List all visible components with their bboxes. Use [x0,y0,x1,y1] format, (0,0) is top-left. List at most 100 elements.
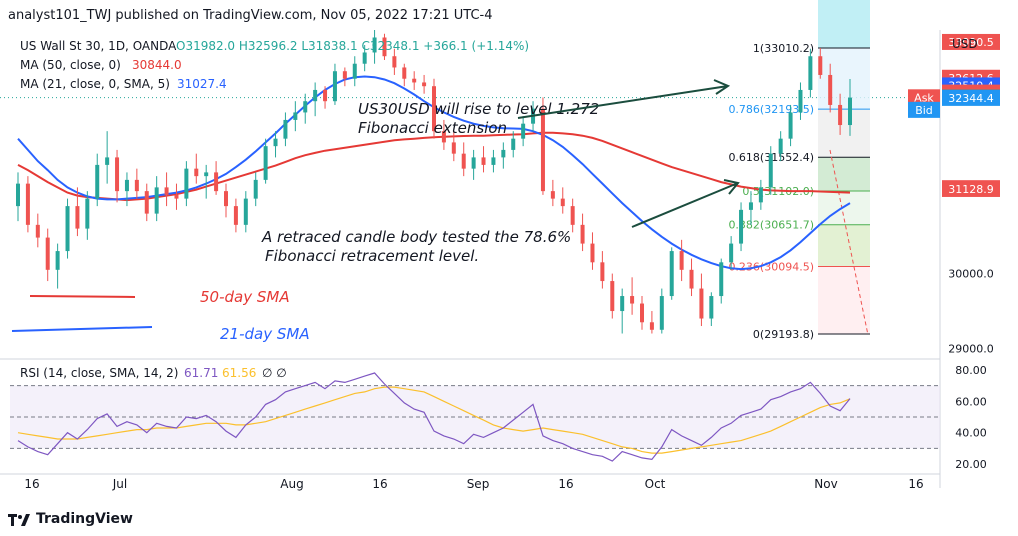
rsi-tick-label: 80.00 [955,364,987,377]
fib-level-label: 0.382(30651.7) [728,219,814,232]
candle-body [164,187,169,195]
candle-body [85,198,90,229]
candle-body [848,97,852,126]
candle-body [184,168,189,199]
candle-body [481,157,486,165]
candle-body [432,86,436,132]
candle-body [144,191,149,214]
time-tick-label: 16 [372,477,387,491]
price-tick-label: 31128.9 [948,183,994,196]
candle-body [382,37,387,57]
rise-annotation-line1: US30USD will rise to level 1.272 [358,100,599,118]
candle-body [451,142,456,154]
ask-label: Ask [914,91,934,104]
legend-rsi-ma-value: 61.56 [222,366,256,380]
price-tick-label: 30000.0 [948,268,994,281]
sma50-ref-line [29,295,136,298]
candle-body [194,168,199,177]
legend-ohlc: O31982.0 H32596.2 L31838.1 C32348.1 +366… [176,39,529,53]
time-tick-label: Sep [467,477,490,491]
candle-body [659,296,664,330]
candle-body [233,206,238,225]
candle-body [768,153,773,188]
price-badge [942,180,1000,197]
fib-level-label: 0(29193.8) [753,328,814,341]
ask-badge [908,89,940,106]
candle-body [699,288,704,319]
candle-body [739,209,744,244]
candle-body [154,187,159,214]
footer-brand[interactable]: TradingView [8,508,133,530]
candle-body [352,63,357,79]
candle-body [640,303,644,323]
candle-body [392,56,397,68]
candle-body [511,138,516,150]
rise-annotation-line2: Fibonacci extension [358,119,507,137]
price-tick-label: 33090.5 [948,36,994,49]
candle-body [412,78,417,83]
fib-zone-band [818,47,870,110]
bid-label: Bid [915,104,933,117]
fib-zone-band [818,266,870,334]
time-tick-label: Jul [112,477,127,491]
candle-body [758,187,763,203]
candle-body [441,131,446,143]
candle-body [580,224,585,244]
time-tick-label: Oct [645,477,666,491]
candle-body [293,112,298,120]
candle-body [95,164,100,199]
candle-body [689,269,694,289]
candle-body [253,179,258,199]
candle-body [630,296,635,304]
currency-label: USD [952,37,978,51]
candle-body [115,157,120,192]
fib-zone-band [818,109,870,158]
candle-body [649,322,654,330]
rsi-tick-label: 60.00 [955,395,987,408]
candle-body [422,82,427,87]
rsi-tick-label: 40.00 [955,427,987,440]
candle-body [600,262,605,282]
candle-body [55,251,60,270]
time-tick-label: 16 [558,477,573,491]
legend-symbol: US Wall St 30, 1D, OANDA [20,39,177,53]
time-tick-label: 16 [908,477,923,491]
retrace-annotation-line2: Fibonacci retracement level. [265,247,479,265]
tradingview-logo-icon [8,512,30,526]
fib-zone-band [818,0,870,48]
fib-level-label: 0.236(30094.5) [728,260,814,273]
bid-badge [908,101,940,118]
candle-body [590,243,595,263]
sma21-ref-line [11,326,153,332]
candle-body [620,296,625,312]
price-badge [942,89,1000,106]
candle-body [134,179,139,192]
rise-arrow [517,79,731,119]
candle-body [16,183,20,207]
time-tick-label: Aug [280,477,303,491]
candle-body [560,198,565,207]
fib-zone-band [818,157,870,191]
candle-body [372,37,377,53]
sma21-annotation: 21-day SMA [220,325,310,343]
rsi-tick-label: 20.00 [955,458,987,471]
candle-body [461,153,466,169]
ma50-line [17,131,851,202]
legend-ma50-value: 30844.0 [132,58,182,72]
candle-body [570,206,575,225]
candle-body [243,198,248,225]
publisher-bar: analyst101_TWJ published on TradingView.… [0,0,1018,30]
candle-body [838,104,843,126]
candle-body [342,71,347,79]
candle-body [808,56,813,90]
rsi-line [17,372,851,462]
candle-body [35,224,40,238]
candle-body [828,74,833,105]
candle-body [124,179,129,192]
candle-body [323,89,328,102]
time-tick-label: 16 [24,477,39,491]
candle-body [45,237,50,270]
candle-body [669,251,674,297]
candle-body [729,243,734,263]
